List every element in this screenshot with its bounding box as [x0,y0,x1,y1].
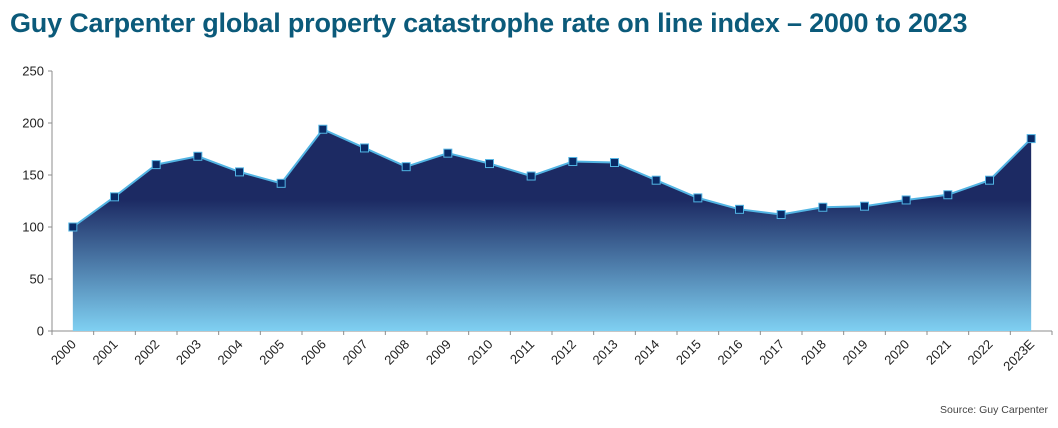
plot-area [68,124,1036,331]
data-point-2008 [401,162,411,172]
rate-on-line-area-chart: 0 50 100 150 200 250 2000 2001 2002 2003 2004 2005… [22,64,1053,374]
data-point-2012 [568,156,578,166]
data-point-2011 [526,171,536,181]
x-tick-label: 2007 [340,337,371,368]
x-tick-label: 2011 [507,337,537,367]
x-tick-label: 2016 [715,337,746,368]
data-point-2010 [485,159,494,169]
data-point-2000 [68,222,78,232]
y-tick-label: 200 [22,116,44,131]
data-point-2007 [360,143,369,153]
y-tick-label: 50 [30,272,44,287]
data-point-2013 [610,158,619,168]
data-point-2023E [1026,134,1036,144]
data-point-2009 [443,148,453,158]
x-tick-label: 2008 [381,337,412,368]
x-tick-label: 2014 [631,337,662,368]
data-point-2006 [318,124,328,134]
x-tick-label: 2001 [90,337,121,368]
x-tick-label: 2019 [840,337,871,368]
x-tick-label: 2018 [798,337,829,368]
x-tick-label: 2000 [48,337,79,368]
x-tick-label: 2020 [881,337,912,368]
y-tick-label: 100 [22,220,44,235]
x-tick-label: 2002 [131,337,162,368]
x-tick-label: 2010 [465,337,496,368]
x-tick-label: 2003 [173,337,204,368]
x-tick-label: 2004 [215,337,246,368]
x-tick-label: 2023E [1000,336,1037,373]
data-point-2003 [193,151,203,161]
data-point-2019 [860,201,869,211]
x-tick-label: 2009 [423,337,454,368]
data-point-2004 [235,167,244,177]
x-tick-label: 2015 [673,337,704,368]
area-fill [72,129,1032,331]
data-point-2020 [901,195,911,205]
x-tick-label: 2017 [756,337,787,368]
x-tick-label: 2021 [923,337,954,368]
data-point-2022 [985,175,994,185]
x-tick-label: 2022 [965,337,996,368]
x-tick-label: 2013 [590,337,621,368]
x-tick-label: 2005 [256,337,287,368]
y-axis: 0 50 100 150 200 250 [22,64,53,339]
x-tick-label: 2006 [298,337,329,368]
data-point-2014 [651,175,661,185]
data-point-2017 [776,210,786,220]
data-point-2001 [110,192,119,202]
y-tick-label: 150 [22,168,44,183]
y-tick-label: 250 [22,64,44,79]
data-point-2016 [735,204,744,214]
y-tick-label: 0 [37,324,44,339]
data-point-2005 [276,178,286,188]
series-line [72,128,1032,228]
x-axis: 2000 2001 2002 2003 2004 2005 2006 2007 2008 2009… [48,330,1053,374]
data-point-2021 [943,190,953,200]
chart-title: Guy Carpenter global property catastroph… [10,8,968,38]
x-tick-label: 2012 [548,337,579,368]
data-point-2002 [151,160,161,170]
data-point-2015 [693,193,703,203]
source-note: Source: Guy Carpenter [940,404,1048,416]
data-point-2018 [818,202,828,212]
